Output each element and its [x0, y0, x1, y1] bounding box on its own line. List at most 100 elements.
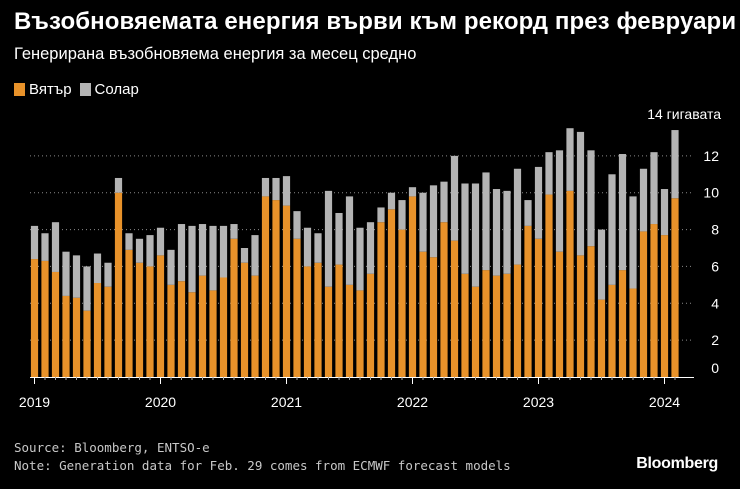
bar-wind-2020-06 [209, 290, 217, 377]
bar-solar-2019-07 [93, 253, 102, 284]
bar-wind-2021-03 [303, 266, 312, 377]
bar-solar-2023-05 [576, 131, 585, 256]
bar-solar-2023-06 [587, 150, 595, 247]
bar-solar-2019-01 [30, 225, 39, 260]
page-subtitle: Генерирана възобновяема енергия за месец… [14, 45, 417, 63]
bar-wind-2024-01 [660, 235, 669, 377]
bar-wind-2023-02 [545, 194, 553, 377]
bar-wind-2021-12 [398, 229, 406, 377]
bar-wind-2019-05 [72, 297, 81, 377]
bar-solar-2021-07 [345, 196, 354, 285]
bar-wind-2021-10 [377, 222, 385, 377]
bar-solar-2023-01 [534, 166, 543, 239]
bar-solar-2021-02 [293, 211, 301, 239]
bar-solar-2019-03 [51, 222, 60, 272]
y-tick-label-12: 12 [703, 148, 719, 164]
bar-solar-2019-05 [72, 255, 81, 298]
bloomberg-logo: Bloomberg [636, 455, 718, 472]
bar-wind-2023-03 [555, 251, 564, 377]
bar-solar-2023-08 [608, 174, 616, 285]
bar-wind-2019-06 [83, 310, 91, 377]
bar-wind-2023-01 [534, 238, 543, 377]
bar-solar-2019-11 [135, 238, 144, 263]
y-tick-label-8: 8 [711, 222, 719, 238]
bar-wind-2019-01 [30, 259, 39, 377]
bar-wind-2023-11 [639, 231, 648, 377]
page-title: Възобновяемата енергия върви към рекорд … [14, 8, 737, 35]
legend-swatch-wind [14, 83, 25, 96]
bar-solar-2022-12 [524, 200, 532, 226]
bar-wind-2019-04 [62, 295, 70, 377]
x-tick-label-2020: 2020 [145, 394, 176, 410]
bar-wind-2023-09 [618, 270, 627, 377]
bar-wind-2023-06 [587, 246, 595, 377]
bar-solar-2022-02 [419, 192, 427, 252]
x-tick-label-2019: 2019 [19, 394, 50, 410]
bar-solar-2020-08 [230, 224, 238, 239]
bar-wind-2020-04 [188, 292, 196, 377]
x-tick-label-2024: 2024 [649, 394, 680, 410]
bar-solar-2019-02 [41, 233, 49, 261]
stacked-bar-chart: 0 2 4 6 8 10 12 14 гигавата 2019 2020 2021 2022 2023… [19, 106, 721, 410]
bar-wind-2020-09 [240, 262, 249, 377]
bar-solar-2022-07 [471, 183, 480, 287]
bar-solar-2019-08 [104, 262, 112, 287]
chart-legend: Вятър Солар [14, 81, 147, 98]
bar-solar-2024-01 [660, 189, 669, 236]
bar-solar-2021-04 [314, 233, 322, 263]
bar-solar-2022-04 [440, 181, 448, 223]
bar-wind-2021-04 [314, 262, 322, 377]
bar-wind-2019-02 [41, 260, 49, 377]
bar-wind-2019-12 [146, 266, 154, 377]
bar-wind-2019-09 [114, 192, 123, 377]
bar-wind-2021-07 [345, 284, 354, 377]
bar-solar-2023-04 [566, 128, 574, 191]
generation-note: Note: Generation data for Feb. 29 comes … [14, 458, 511, 473]
bar-wind-2019-03 [51, 271, 60, 377]
bar-wind-2022-03 [429, 257, 438, 377]
bar-wind-2022-11 [513, 264, 522, 377]
bar-wind-2022-05 [450, 240, 459, 377]
legend-item-solar: Солар [79, 81, 139, 98]
bar-wind-2021-01 [282, 205, 291, 377]
bar-solar-2024-02 [671, 130, 679, 199]
x-tick-label-2021: 2021 [271, 394, 302, 410]
bar-solar-2020-09 [240, 248, 249, 263]
bar-solar-2020-11 [261, 177, 270, 197]
bar-solar-2019-06 [83, 266, 91, 311]
bar-wind-2022-01 [408, 196, 417, 377]
bar-wind-2019-11 [135, 262, 144, 377]
bar-wind-2019-07 [93, 283, 102, 377]
bar-wind-2022-07 [471, 286, 480, 377]
bar-wind-2019-08 [104, 286, 112, 377]
bar-wind-2020-08 [230, 238, 238, 377]
bar-solar-2022-11 [513, 168, 522, 265]
bar-wind-2021-08 [356, 290, 364, 377]
bar-solar-2021-12 [398, 200, 406, 230]
bar-solar-2020-04 [188, 225, 196, 293]
bar-solar-2023-03 [555, 150, 564, 252]
bar-wind-2023-08 [608, 284, 616, 377]
bar-wind-2022-06 [461, 273, 469, 377]
bar-wind-2020-03 [177, 281, 186, 377]
bar-wind-2020-10 [251, 275, 259, 377]
bar-solar-2021-05 [324, 190, 333, 287]
bar-wind-2020-07 [219, 277, 228, 377]
bar-wind-2023-04 [566, 190, 574, 377]
bar-solar-2023-12 [650, 152, 658, 225]
x-tick-label-2023: 2023 [523, 394, 554, 410]
bar-solar-2023-02 [545, 152, 553, 195]
bar-layer [30, 128, 679, 377]
legend-label-solar: Солар [94, 81, 139, 98]
bar-solar-2021-06 [335, 212, 343, 265]
bar-wind-2022-02 [419, 251, 427, 377]
bar-wind-2021-05 [324, 286, 333, 377]
bar-solar-2021-09 [366, 222, 375, 274]
bar-wind-2019-10 [125, 249, 133, 377]
bar-wind-2023-07 [597, 299, 606, 377]
bar-solar-2020-01 [156, 227, 165, 256]
bar-solar-2020-12 [272, 177, 280, 201]
y-tick-label-4: 4 [711, 295, 719, 311]
bar-solar-2022-10 [503, 190, 511, 274]
bar-solar-2022-08 [482, 172, 490, 271]
